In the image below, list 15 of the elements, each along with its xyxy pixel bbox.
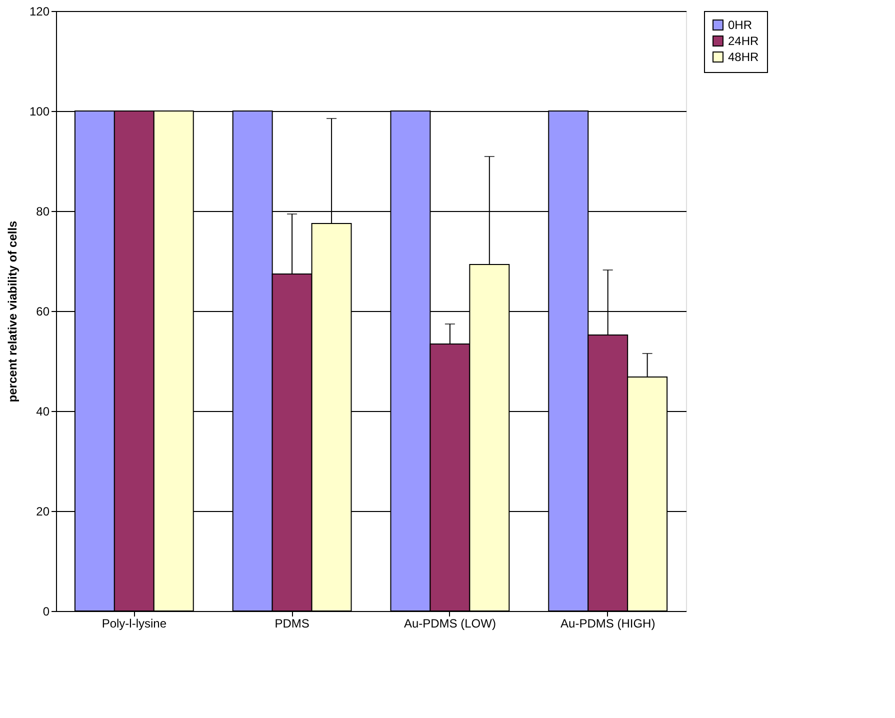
legend-label: 0HR <box>728 18 752 32</box>
y-tick-label: 120 <box>29 4 50 18</box>
y-tick-label: 100 <box>29 104 50 118</box>
x-tick-label: PDMS <box>274 616 310 630</box>
y-tick-label: 80 <box>36 204 50 218</box>
x-tick-label: Au-PDMS (LOW) <box>404 616 496 630</box>
x-tick-label: Poly-l-lysine <box>102 616 167 630</box>
y-axis-title: percent relative viability of cells <box>5 220 20 402</box>
legend-label: 48HR <box>728 50 760 64</box>
y-tick-label: 60 <box>36 304 50 318</box>
legend-label: 24HR <box>728 34 760 48</box>
x-tick-label: Au-PDMS (HIGH) <box>560 616 656 630</box>
y-tick-label: 20 <box>36 504 50 518</box>
y-tick-label: 0 <box>42 604 50 618</box>
y-tick-label: 40 <box>36 404 50 418</box>
